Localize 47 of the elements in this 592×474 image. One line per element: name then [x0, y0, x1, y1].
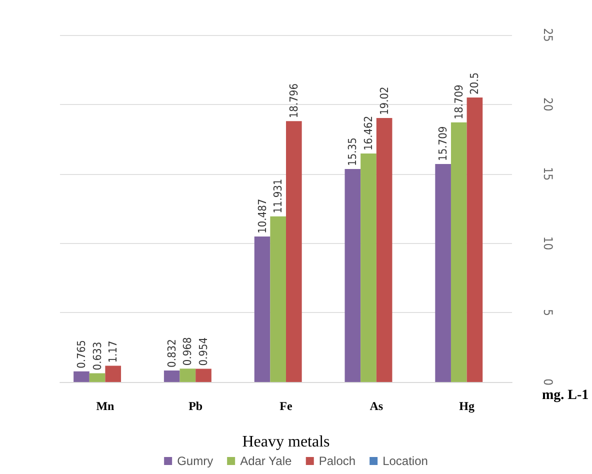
data-label: 0.954 — [197, 337, 210, 366]
legend-label: Location — [382, 454, 428, 468]
bar — [286, 121, 302, 382]
y-tick-label: 0 — [541, 378, 555, 386]
x-tick-label: Pb — [188, 399, 203, 413]
bar — [180, 368, 196, 382]
y-axis-title: mg. L-1 — [542, 388, 589, 403]
bar — [196, 368, 212, 382]
bar — [376, 118, 392, 382]
y-tick-label: 20 — [541, 98, 555, 112]
bar — [105, 366, 122, 382]
x-tick-label: Hg — [459, 399, 474, 413]
x-tick-label: Fe — [280, 399, 293, 413]
legend-label: Paloch — [318, 454, 356, 468]
y-tick-label: 15 — [541, 166, 555, 181]
data-label: 16.462 — [362, 116, 375, 151]
bar — [164, 370, 180, 382]
bar — [254, 236, 270, 382]
bar — [450, 122, 467, 382]
bar — [344, 168, 361, 382]
data-label: 0.832 — [165, 339, 178, 368]
data-label: 15.709 — [436, 126, 450, 161]
data-label: 0.765 — [74, 340, 88, 368]
data-label: 1.17 — [106, 340, 120, 363]
data-label: 19.02 — [378, 86, 391, 115]
data-label: 0.633 — [90, 342, 104, 370]
data-label: 15.35 — [346, 138, 360, 166]
y-tick-label: 25 — [541, 28, 555, 42]
legend-label: Gumry — [177, 454, 214, 468]
data-label: 20.5 — [468, 72, 482, 94]
legend-label: Adar Yale — [240, 454, 292, 468]
y-tick-label: 5 — [541, 309, 555, 316]
x-tick-label: Mn — [96, 399, 115, 413]
data-label: 0.968 — [181, 337, 194, 366]
bar — [360, 154, 376, 382]
bar — [74, 371, 90, 382]
data-label: 10.487 — [256, 198, 269, 234]
data-label: 18.796 — [287, 83, 300, 118]
data-label: 11.931 — [272, 178, 285, 214]
x-axis-title: Heavy metals — [242, 434, 330, 450]
data-label: 18.709 — [452, 84, 466, 120]
bar — [466, 97, 483, 382]
bar — [435, 164, 451, 382]
bar — [89, 373, 106, 382]
bar — [270, 216, 286, 382]
y-tick-label: 10 — [541, 236, 555, 250]
x-tick-label: As — [370, 399, 384, 413]
